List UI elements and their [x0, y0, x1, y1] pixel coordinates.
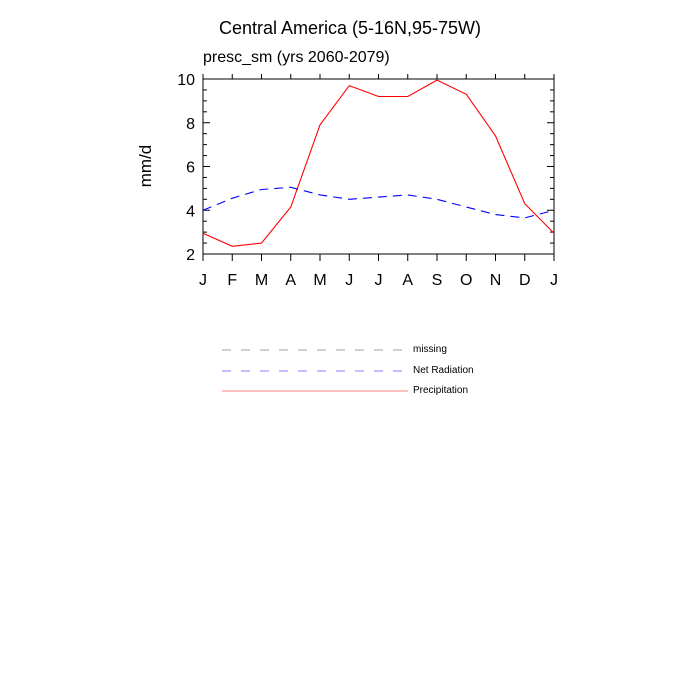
legend-label-missing: missing — [413, 344, 447, 355]
y-axis-label: mm/d — [136, 144, 155, 188]
x-tick-label: N — [490, 272, 502, 289]
x-tick-label: M — [255, 272, 268, 289]
x-tick-label: D — [519, 272, 531, 289]
x-tick-label: J — [550, 272, 558, 289]
y-tick-label: 8 — [186, 116, 195, 133]
y-tick-label: 6 — [186, 160, 195, 177]
y-tick-label: 10 — [177, 72, 195, 89]
x-tick-label: J — [199, 272, 207, 289]
series-line-net-radiation — [202, 186, 555, 219]
legend-label-precipitation: Precipitation — [413, 385, 469, 396]
x-tick-label: A — [402, 272, 413, 289]
y-tick-label: 4 — [186, 203, 195, 220]
x-tick-label: S — [432, 272, 443, 289]
chart-subtitle: presc_sm (yrs 2060-2079) — [203, 49, 390, 66]
legend-label-net-radiation: Net Radiation — [413, 365, 474, 376]
data-lines — [202, 79, 555, 247]
y-tick-label: 2 — [186, 247, 195, 264]
x-tick-label: J — [345, 272, 353, 289]
legend — [222, 349, 408, 392]
x-tick-label: O — [460, 272, 472, 289]
x-tick-label: J — [375, 272, 383, 289]
plot-frame — [202, 78, 555, 255]
series-line-precipitation — [202, 79, 555, 247]
x-tick-label: M — [313, 272, 326, 289]
x-tick-label: A — [285, 272, 296, 289]
chart-title: Central America (5-16N,95-75W) — [218, 18, 482, 38]
x-tick-label: F — [227, 272, 237, 289]
